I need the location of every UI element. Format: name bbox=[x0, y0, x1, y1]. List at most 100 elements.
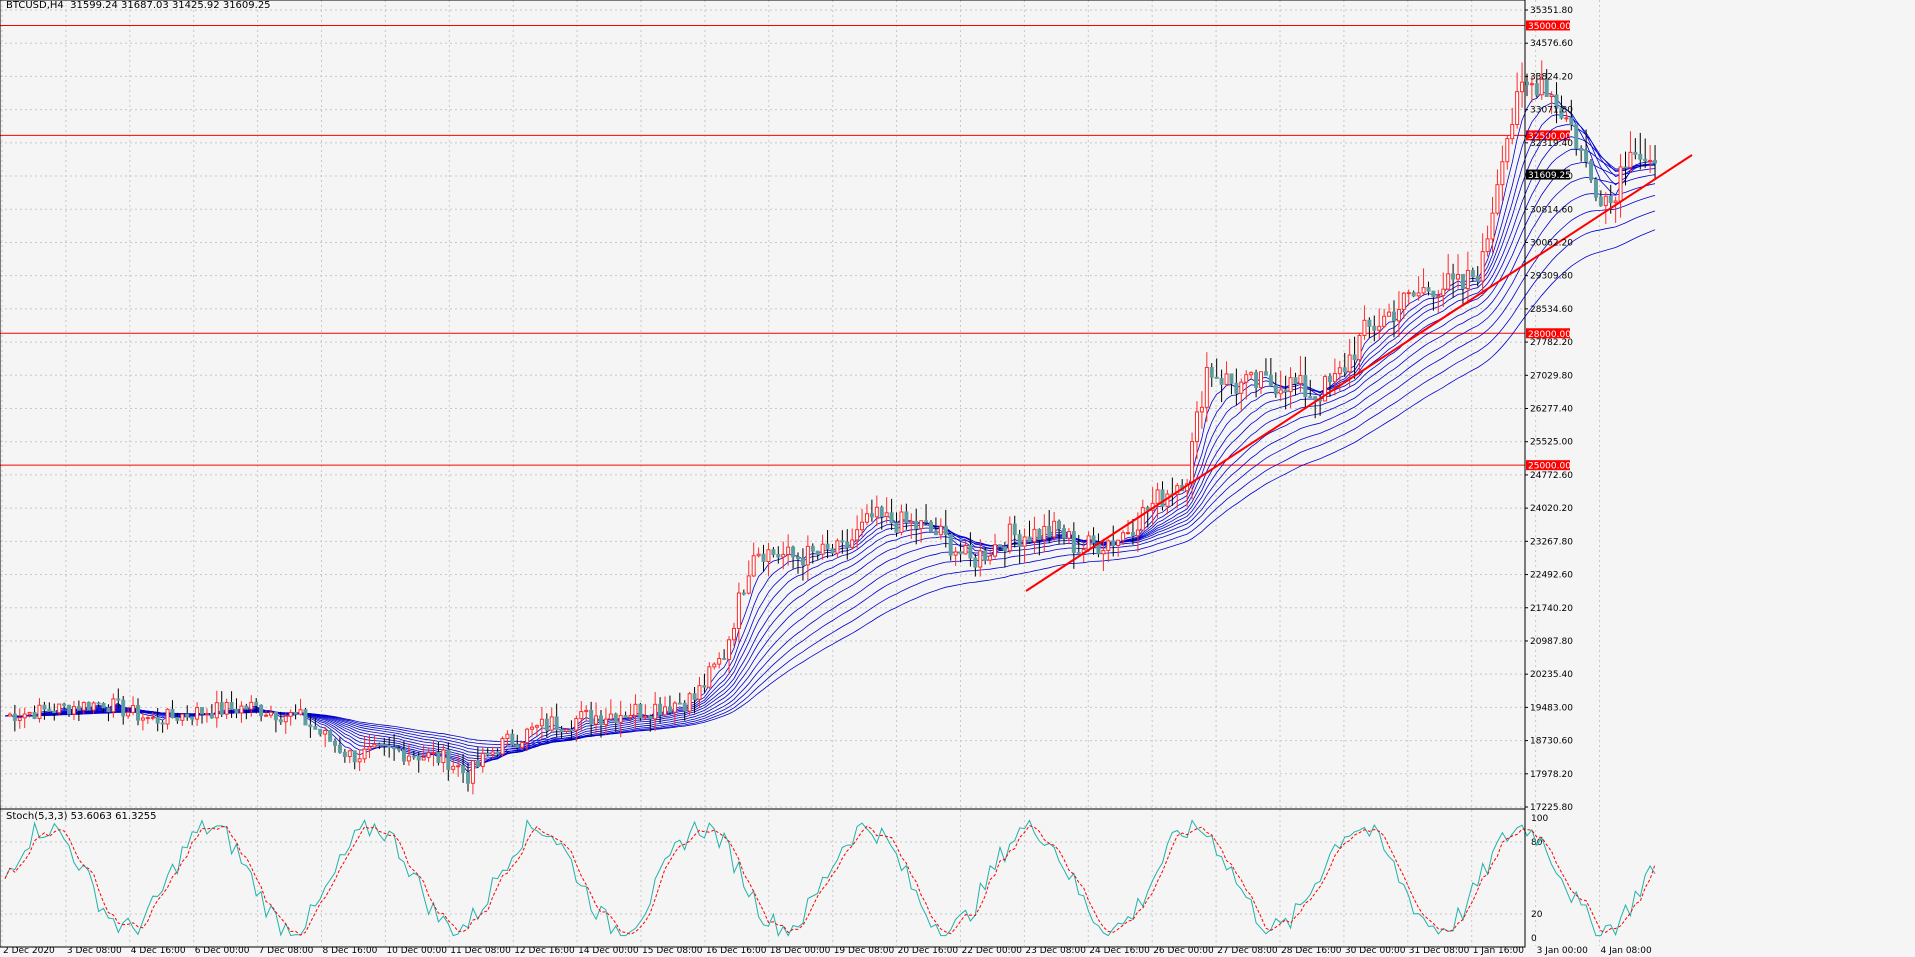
time-tick-label: 30 Dec 00:00 bbox=[1345, 946, 1406, 956]
candle-body bbox=[1037, 528, 1042, 541]
candle-body bbox=[1638, 153, 1643, 160]
candle-body bbox=[165, 708, 170, 725]
candle-body bbox=[727, 639, 732, 660]
candle-body bbox=[1589, 160, 1594, 181]
candle-body bbox=[594, 715, 599, 725]
candle-body bbox=[1342, 367, 1347, 373]
candle-body bbox=[249, 701, 254, 710]
price-tick-label: 28534.60 bbox=[1530, 305, 1573, 315]
level-label-bg bbox=[1526, 328, 1570, 339]
candle-body bbox=[1470, 269, 1475, 278]
candle-body bbox=[860, 521, 865, 531]
candle-body bbox=[648, 715, 653, 720]
candle-body bbox=[850, 539, 855, 548]
price-tick-label: 26277.40 bbox=[1530, 405, 1573, 415]
candle-body bbox=[32, 711, 37, 719]
candle-body bbox=[436, 752, 441, 764]
candle-body bbox=[323, 729, 328, 735]
candle-body bbox=[623, 715, 628, 719]
time-tick-label: 12 Dec 16:00 bbox=[514, 946, 575, 956]
candle-body bbox=[1190, 441, 1195, 485]
candle-body bbox=[480, 752, 485, 767]
candle-body bbox=[608, 713, 613, 720]
candle-body bbox=[268, 711, 273, 716]
candle-body bbox=[835, 540, 840, 554]
candle-body bbox=[1204, 366, 1209, 408]
candle-body bbox=[1653, 159, 1658, 164]
candle-body bbox=[983, 550, 988, 561]
candle-body bbox=[539, 718, 544, 727]
candle-body bbox=[864, 513, 869, 523]
candle-body bbox=[485, 752, 490, 755]
candle-body bbox=[1564, 117, 1569, 120]
stoch-tick-label: 100 bbox=[1531, 814, 1548, 824]
candle-body bbox=[1298, 374, 1303, 385]
price-tick-label: 25525.00 bbox=[1530, 438, 1573, 448]
candle-body bbox=[1244, 374, 1249, 383]
candle-body bbox=[598, 715, 603, 726]
candle-body bbox=[47, 708, 52, 712]
candle-body bbox=[1485, 238, 1490, 253]
candle-body bbox=[135, 705, 140, 721]
horizontal-levels[interactable]: 35000.00 32500.00 28000.00 25000.00 bbox=[0, 20, 1571, 472]
price-tick-label: 27029.80 bbox=[1530, 371, 1573, 381]
time-tick-label: 28 Dec 16:00 bbox=[1281, 946, 1342, 956]
price-tick-label: 32319.40 bbox=[1530, 139, 1573, 149]
stoch-frame bbox=[0, 808, 1526, 948]
candle-body bbox=[1406, 292, 1411, 295]
candle-body bbox=[1032, 528, 1037, 543]
time-tick-label: 10 Dec 00:00 bbox=[386, 946, 447, 956]
stoch-label: Stoch(5,3,3) 53.6063 61.3255 bbox=[6, 811, 157, 822]
price-tick-label: 18730.60 bbox=[1530, 737, 1573, 747]
candle-body bbox=[525, 728, 530, 744]
candle-body bbox=[1377, 325, 1382, 331]
stoch-main-line bbox=[4, 819, 1656, 938]
candle-body bbox=[879, 506, 884, 518]
candle-body bbox=[1401, 292, 1406, 310]
ma-line bbox=[5, 229, 1656, 743]
candle-body bbox=[1643, 158, 1648, 162]
candle-body bbox=[106, 707, 111, 713]
candle-body bbox=[333, 740, 338, 746]
candle-body bbox=[889, 512, 894, 524]
candle-body bbox=[121, 699, 126, 717]
candle-body bbox=[1633, 151, 1638, 155]
candle-body bbox=[741, 592, 746, 595]
candle-body bbox=[81, 701, 86, 711]
candle-body bbox=[549, 716, 554, 731]
candle-body bbox=[1505, 138, 1510, 163]
time-tick-label: 14 Dec 00:00 bbox=[578, 946, 639, 956]
time-tick-label: 15 Dec 08:00 bbox=[642, 946, 703, 956]
candle-body bbox=[1490, 212, 1495, 240]
candle-body bbox=[12, 713, 17, 721]
candle-body bbox=[938, 525, 943, 536]
candle-body bbox=[1460, 273, 1465, 290]
candle-body bbox=[204, 713, 209, 716]
candle-body bbox=[933, 530, 938, 536]
candle-body bbox=[1263, 371, 1268, 376]
candle-body bbox=[919, 520, 924, 529]
candle-body bbox=[397, 748, 402, 751]
candle-body bbox=[677, 702, 682, 705]
stoch-tick-label: 20 bbox=[1531, 910, 1543, 920]
candle-body bbox=[894, 522, 899, 533]
candle-body bbox=[1396, 308, 1401, 322]
trendline[interactable] bbox=[1025, 154, 1693, 592]
candle-body bbox=[1554, 94, 1559, 109]
candle-body bbox=[239, 705, 244, 714]
candle-body bbox=[1268, 374, 1273, 386]
candle-body bbox=[318, 728, 323, 735]
candle-body bbox=[667, 706, 672, 713]
time-tick-label: 4 Dec 16:00 bbox=[131, 946, 186, 956]
candle-body bbox=[712, 663, 717, 668]
candle-body bbox=[209, 713, 214, 719]
candle-body bbox=[771, 549, 776, 555]
candle-body bbox=[392, 746, 397, 750]
candle-body bbox=[150, 716, 155, 719]
candle-body bbox=[1061, 528, 1066, 539]
candle-body bbox=[1012, 523, 1017, 536]
candle-body bbox=[845, 541, 850, 548]
price-tick-label: 23267.80 bbox=[1530, 537, 1573, 547]
time-tick-label: 4 Jan 08:00 bbox=[1601, 946, 1653, 956]
